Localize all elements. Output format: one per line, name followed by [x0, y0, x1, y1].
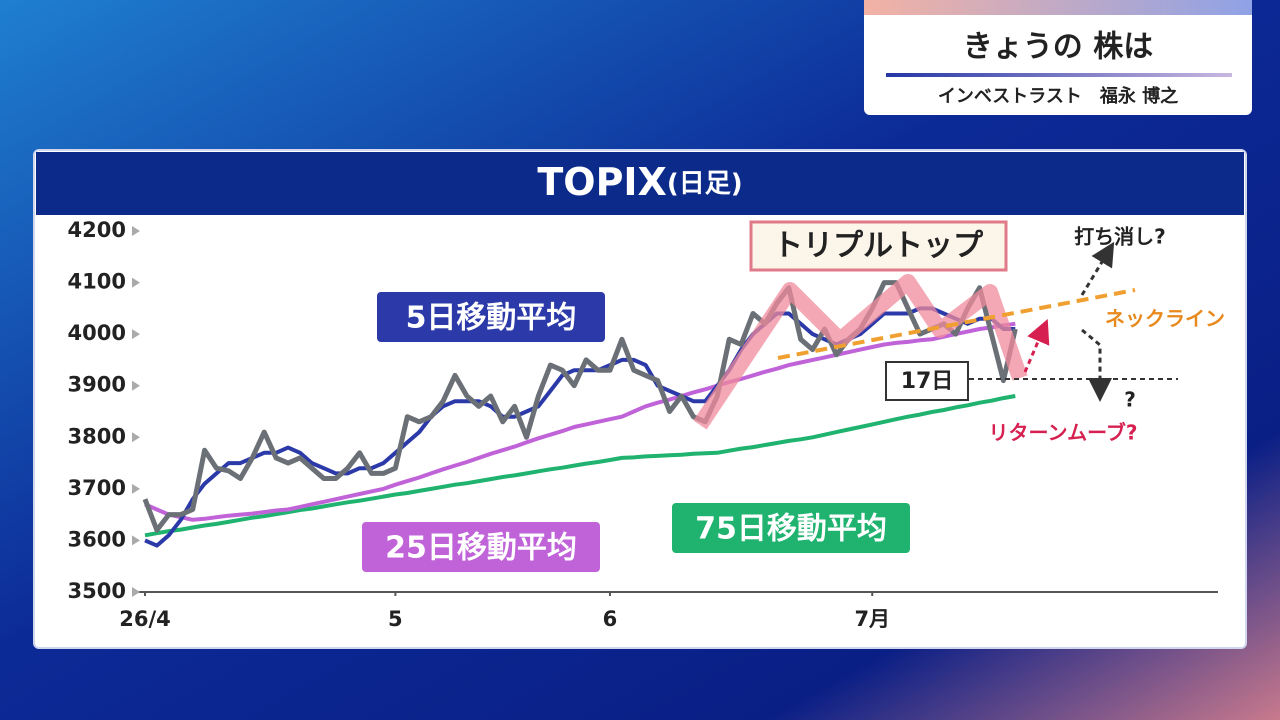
- y-tick-mark: [132, 380, 140, 391]
- y-tick-mark: [132, 535, 140, 546]
- series-line: [144, 321, 1016, 522]
- annotation: 打ち消し?: [1074, 225, 1166, 249]
- series-label-box: [672, 503, 910, 553]
- y-tick-mark: [132, 432, 140, 443]
- triple-top-band: [693, 274, 1028, 430]
- legend-label: 75日移動平均: [695, 512, 887, 547]
- y-tick-label: 3900: [68, 373, 126, 397]
- x-tick-label: 26/4: [119, 607, 171, 631]
- header-title: きょうの 株は: [963, 30, 1153, 65]
- y-tick-mark: [132, 226, 140, 236]
- label-box: [885, 361, 969, 401]
- y-tick-mark: [132, 587, 140, 597]
- y-tick-mark: [132, 277, 140, 288]
- annotation: 17日: [901, 369, 954, 394]
- y-tick-label: 3800: [68, 424, 126, 448]
- label-box: [749, 220, 1008, 272]
- y-tick-label: 4200: [68, 218, 126, 242]
- chart-panel: [33, 149, 1247, 649]
- series-label-box: [362, 522, 600, 572]
- presenter: インベストラスト 福永 博之: [938, 85, 1178, 107]
- x-tick-label: 5: [388, 607, 403, 631]
- y-tick-mark: [132, 329, 140, 340]
- annotation: ?: [1124, 388, 1136, 412]
- annotation: ネックライン: [1105, 307, 1225, 331]
- chart-title: TOPIX(日足): [537, 160, 742, 204]
- neckline: [777, 288, 1136, 360]
- series-label-box: [377, 292, 605, 342]
- annotation: トリプルトップ: [773, 229, 984, 264]
- chart-title-bar: [36, 152, 1244, 215]
- header-strip: [864, 0, 1252, 15]
- legend-label: 25日移動平均: [385, 531, 577, 566]
- y-tick-label: 3500: [68, 579, 126, 603]
- arrow-return: [1023, 318, 1050, 373]
- y-tick-label: 3600: [68, 527, 126, 551]
- legend-label: 5日移動平均: [406, 301, 577, 336]
- annotation: リターンムーブ?: [988, 421, 1137, 445]
- title-main: TOPIX: [537, 160, 667, 204]
- header-underline: [886, 73, 1232, 77]
- y-tick-mark: [132, 483, 140, 494]
- y-tick-label: 3700: [68, 476, 126, 500]
- annotations: トリプルトップ 打ち消し? ネックライン 17日 ? リターンムーブ? 5日移動…: [362, 220, 1225, 572]
- y-tick-label: 4100: [68, 270, 126, 294]
- header-panel: [864, 0, 1252, 115]
- x-tick-label: 7月: [854, 607, 890, 631]
- series-line: [144, 394, 1016, 538]
- title-sub: (日足): [667, 169, 743, 199]
- x-tick-label: 6: [603, 607, 618, 631]
- y-tick-label: 4000: [68, 321, 126, 345]
- header-box: きょうの 株は インベストラスト 福永 博之: [864, 0, 1252, 115]
